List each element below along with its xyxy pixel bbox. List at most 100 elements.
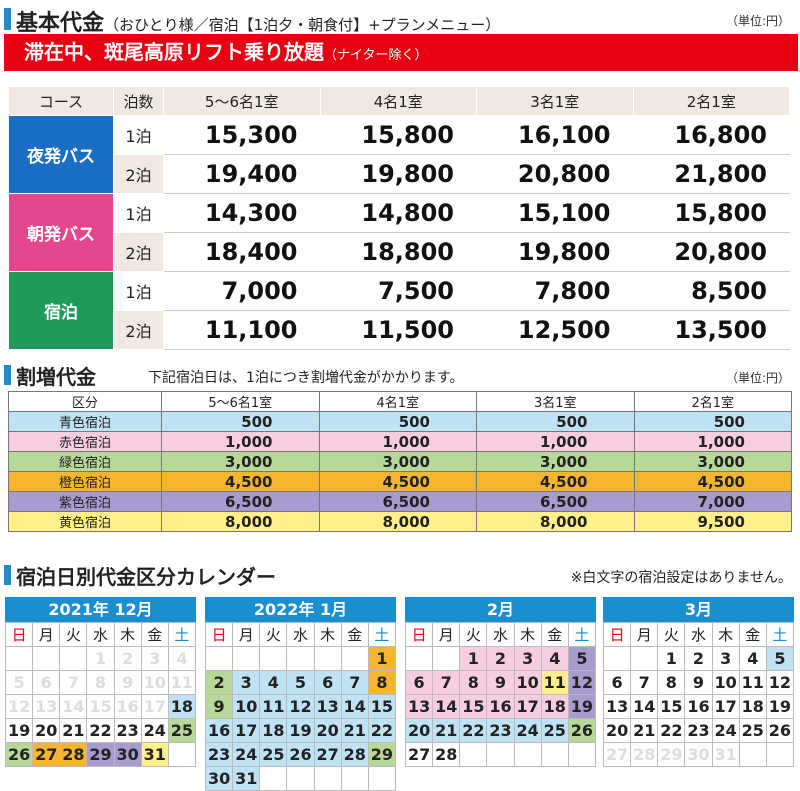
- day-cell: 18: [259, 718, 288, 743]
- surcharge-value: 6,500: [476, 491, 635, 512]
- week-row: 23 24 25 26 27 28 29: [204, 742, 397, 767]
- day-cell: 21: [59, 718, 88, 743]
- nights-cell: 1泊: [113, 271, 164, 311]
- surcharge-value: 1,000: [476, 431, 635, 452]
- day-cell: [259, 646, 288, 671]
- day-cell: 16: [486, 694, 515, 719]
- day-cell: [340, 766, 369, 791]
- day-cell: 28: [630, 742, 659, 767]
- weekday-label: 木: [113, 622, 142, 647]
- day-cell: 21: [340, 718, 369, 743]
- weekday-label: 月: [32, 622, 61, 647]
- week-row: 1: [204, 646, 397, 671]
- day-cell: 23: [684, 718, 713, 743]
- price-cell: 12,500: [476, 310, 634, 350]
- col-header: 3名1室: [476, 86, 634, 116]
- surcharge-value: 3,000: [318, 451, 477, 472]
- day-cell: 4: [738, 646, 767, 671]
- day-cell: 9: [113, 670, 142, 695]
- price-cell: 19,800: [476, 232, 634, 272]
- surcharge-value: 4,500: [318, 471, 477, 492]
- day-cell: 18: [738, 694, 767, 719]
- month-calendar: 2月日月火水木金土 1 2 3 4 5 6 7 8 9 10 11 12 13 14 15 16 17 18 19 20…: [404, 597, 597, 767]
- weekday-label: 日: [602, 622, 632, 647]
- day-cell: 25: [167, 718, 197, 743]
- day-cell: 10: [513, 670, 542, 695]
- day-cell: 2: [204, 670, 234, 695]
- weekday-label: 火: [459, 622, 488, 647]
- day-cell: 27: [404, 742, 434, 767]
- weekday-label: 火: [59, 622, 88, 647]
- day-cell: 12: [567, 670, 597, 695]
- day-cell: 14: [432, 694, 461, 719]
- surcharge-note: 下記宿泊日は、1泊につき割増代金がかかります。: [148, 370, 464, 386]
- day-cell: 27: [32, 742, 61, 767]
- day-cell: 25: [540, 718, 569, 743]
- day-cell: 25: [259, 742, 288, 767]
- day-cell: 12: [4, 694, 34, 719]
- day-cell: 1: [459, 646, 488, 671]
- price-cell: 16,100: [476, 115, 634, 155]
- surcharge-row: 紫色宿泊 6,500 6,500 6,500 7,000: [8, 491, 792, 512]
- basic-price-table: コース 泊数 5～6名1室 4名1室 3名1室 2名1室 夜発バス 1泊 15,30…: [8, 86, 790, 350]
- basic-subtitle: （おひとり様／宿泊【1泊夕・朝食付】+プランメニュー）: [104, 16, 501, 34]
- day-cell: [765, 742, 795, 767]
- day-cell: 22: [459, 718, 488, 743]
- day-cell: [404, 646, 434, 671]
- day-cell: 6: [404, 670, 434, 695]
- day-cell: 24: [232, 742, 261, 767]
- price-cell: 15,800: [319, 115, 477, 155]
- month-calendar: 2022年 1月日月火水木金土 1 2 3 4 5 6 7 8 9 10 11 12 13 14 15 16 17…: [204, 597, 397, 791]
- day-cell: 26: [4, 742, 34, 767]
- week-row: 13 14 15 16 17 18 19: [602, 694, 795, 719]
- price-cell: 11,100: [163, 310, 321, 350]
- week-row: 27 28 29 30 31: [602, 742, 795, 767]
- day-cell: 23: [204, 742, 234, 767]
- price-cell: 20,800: [476, 154, 634, 194]
- day-cell: 8: [459, 670, 488, 695]
- day-cell: 31: [711, 742, 740, 767]
- week-row: 12 13 14 15 16 17 18: [4, 694, 197, 719]
- col-header: 区分: [8, 391, 162, 412]
- day-cell: 8: [657, 670, 686, 695]
- day-cell: 19: [567, 694, 597, 719]
- weekday-row: 日月火水木金土: [204, 622, 397, 647]
- surcharge-value: 8,000: [476, 511, 635, 532]
- day-cell: [232, 646, 261, 671]
- day-cell: 1: [86, 646, 115, 671]
- day-cell: [367, 766, 397, 791]
- col-header: 4名1室: [318, 391, 477, 412]
- day-cell: 5: [567, 646, 597, 671]
- day-cell: 21: [630, 718, 659, 743]
- col-header: 2名1室: [633, 391, 792, 412]
- day-cell: 27: [602, 742, 632, 767]
- day-cell: [486, 742, 515, 767]
- week-row: 13 14 15 16 17 18 19: [404, 694, 597, 719]
- surcharge-value: 4,500: [633, 471, 792, 492]
- nights-cell: 2泊: [113, 232, 164, 272]
- price-cell: 8,500: [632, 271, 790, 311]
- week-row: 9 10 11 12 13 14 15: [204, 694, 397, 719]
- day-cell: 23: [113, 718, 142, 743]
- weekday-label: 水: [684, 622, 713, 647]
- weekday-label: 火: [657, 622, 686, 647]
- month-calendar: 3月日月火水木金土 1 2 3 4 5 6 7 8 9 10 11 12 13 14 15 16 17 18 19 20…: [602, 597, 795, 767]
- surcharge-row: 橙色宿泊 4,500 4,500 4,500 4,500: [8, 471, 792, 492]
- day-cell: 10: [140, 670, 169, 695]
- month-header: 2022年 1月: [205, 597, 396, 622]
- nights-cell: 2泊: [113, 154, 164, 194]
- surcharge-row: 緑色宿泊 3,000 3,000 3,000 3,000: [8, 451, 792, 472]
- weekday-row: 日月火水木金土: [404, 622, 597, 647]
- weekday-label: 日: [404, 622, 434, 647]
- day-cell: 21: [432, 718, 461, 743]
- month-calendar: 2021年 12月日月火水木金土 1 2 3 4 5 6 7 8 9 10 11 12 13 14 15 16 1…: [4, 597, 197, 767]
- surcharge-row: 黄色宿泊 8,000 8,000 8,000 9,500: [8, 511, 792, 532]
- day-cell: 2: [486, 646, 515, 671]
- day-cell: 15: [459, 694, 488, 719]
- day-cell: 4: [259, 670, 288, 695]
- day-cell: 15: [367, 694, 397, 719]
- price-row: 朝発バス 1泊 14,300 14,800 15,100 15,800: [8, 193, 790, 272]
- price-cell: 16,800: [632, 115, 790, 155]
